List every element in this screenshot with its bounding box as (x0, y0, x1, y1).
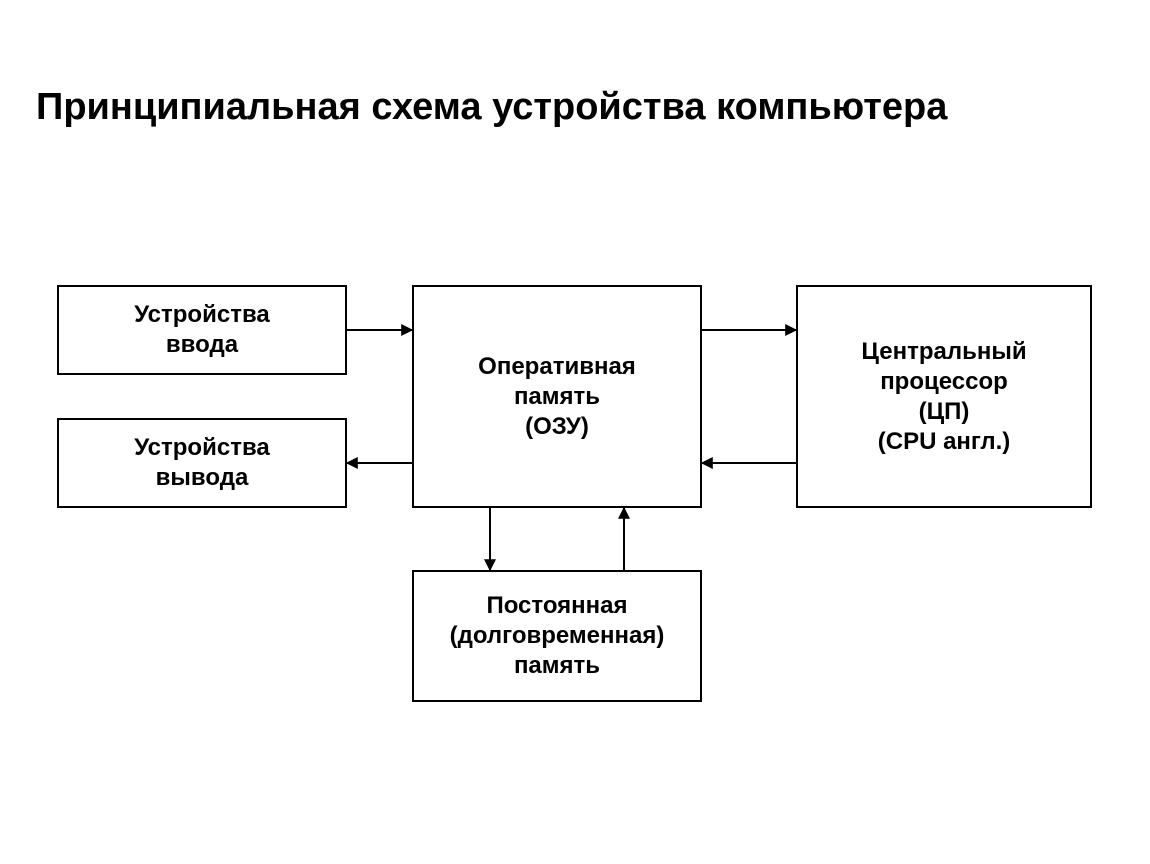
node-output: Устройства вывода (57, 418, 347, 508)
node-storage: Постоянная (долговременная) память (412, 570, 702, 702)
node-storage-label: Постоянная (долговременная) память (450, 591, 665, 681)
node-input: Устройства ввода (57, 285, 347, 375)
node-cpu: Центральный процессор (ЦП) (CPU англ.) (796, 285, 1092, 508)
diagram-canvas: Принципиальная схема устройства компьюте… (0, 0, 1150, 864)
page-title: Принципиальная схема устройства компьюте… (36, 86, 947, 129)
node-ram: Оперативная память (ОЗУ) (412, 285, 702, 508)
node-input-label: Устройства ввода (134, 300, 269, 360)
node-ram-label: Оперативная память (ОЗУ) (478, 352, 636, 442)
node-output-label: Устройства вывода (134, 433, 269, 493)
node-cpu-label: Центральный процессор (ЦП) (CPU англ.) (861, 337, 1026, 457)
